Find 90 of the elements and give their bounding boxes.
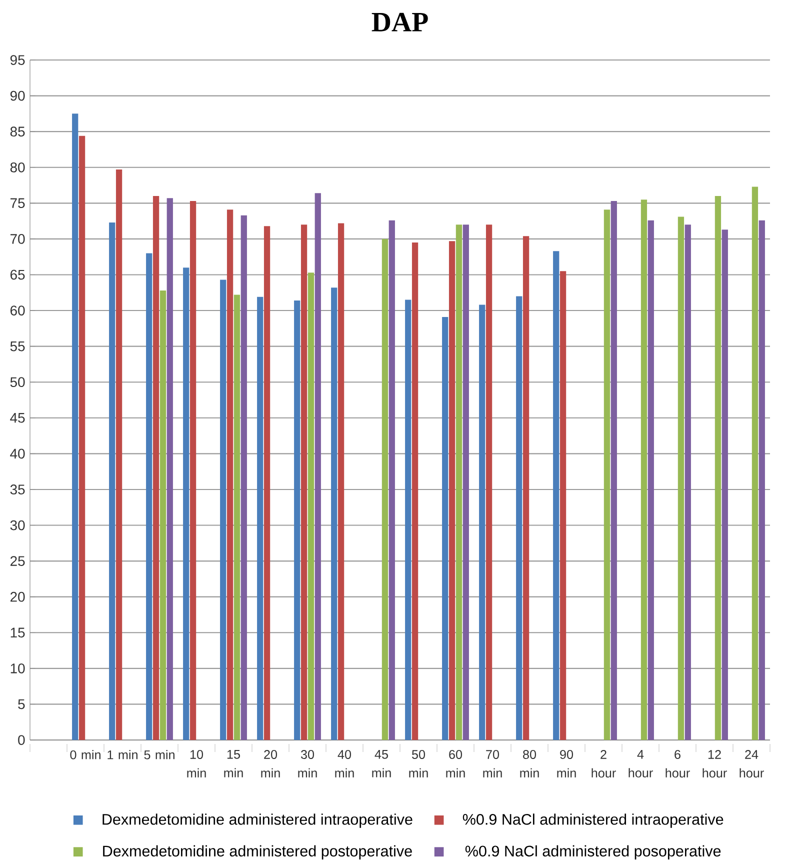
- x-tick-label: 0 min: [70, 750, 100, 760]
- bar: [462, 224, 469, 740]
- legend-label: %0.9 NaCl administered intraoperative: [462, 814, 724, 828]
- y-tick-label: 65: [10, 270, 25, 280]
- bar: [604, 210, 610, 740]
- x-tick-label: 80 min: [520, 750, 539, 778]
- bar: [314, 193, 321, 740]
- legend-label: Dexmedetomidine administered postoperative: [103, 845, 412, 860]
- y-tick-label: 30: [10, 520, 25, 530]
- bar: [684, 224, 691, 740]
- x-tick-label: 90 min: [557, 750, 576, 778]
- y-tick-label: 20: [10, 592, 25, 602]
- y-tick-label: 90: [10, 90, 25, 101]
- y-tick-label: 95: [10, 55, 25, 65]
- bar: [522, 236, 530, 740]
- y-tick-label: 85: [10, 126, 25, 137]
- bar: [160, 290, 166, 740]
- y-tick-label: 35: [10, 484, 25, 494]
- bar: [109, 222, 116, 740]
- bar: [516, 296, 522, 740]
- y-tick-label: 25: [10, 556, 25, 566]
- bar: [78, 136, 86, 740]
- bar: [166, 198, 173, 740]
- y-tick-label: 80: [10, 162, 25, 172]
- bar: [338, 223, 344, 740]
- x-tick-label: 12 hour: [702, 750, 727, 778]
- x-tick-label: 2 hour: [592, 750, 616, 778]
- y-tick-label: 55: [10, 341, 25, 352]
- x-tick-label: 20 min: [261, 750, 280, 778]
- y-tick-label: 10: [10, 663, 25, 674]
- bar: [640, 200, 648, 740]
- bar: [183, 268, 190, 740]
- bar: [752, 186, 758, 740]
- bar: [382, 238, 388, 740]
- chart-title: DAP: [372, 12, 428, 32]
- y-tick-label: 75: [10, 198, 25, 208]
- x-tick-label: 10 min: [187, 750, 206, 778]
- bar: [72, 114, 78, 740]
- bar: [294, 300, 300, 740]
- bar: [412, 242, 418, 740]
- y-tick-label: 15: [10, 628, 25, 638]
- bar: [226, 210, 234, 740]
- bar: [152, 196, 160, 740]
- x-tick-label: 45 min: [372, 750, 391, 778]
- x-tick-label: 70 min: [483, 750, 502, 778]
- bar: [240, 215, 247, 740]
- y-tick-label: 70: [10, 234, 25, 244]
- x-tick-label: 24 hour: [740, 750, 764, 778]
- x-tick-label: 5 min: [144, 750, 174, 760]
- x-tick-label: 30 min: [298, 750, 317, 778]
- bar: [486, 224, 492, 740]
- x-tick-label: 60 min: [446, 750, 465, 778]
- bar: [220, 280, 226, 740]
- y-tick-label: 0: [18, 735, 25, 745]
- bar: [442, 316, 448, 740]
- y-tick-label: 5: [18, 699, 25, 710]
- bar: [388, 220, 395, 740]
- bar: [264, 226, 270, 740]
- y-tick-label: 45: [10, 413, 25, 423]
- x-tick-label: 1 min: [108, 750, 138, 760]
- legend-label: Dexmedetomidine administered intraoperative: [102, 814, 412, 828]
- bar: [405, 300, 412, 740]
- bar: [479, 304, 486, 740]
- y-tick-label: 50: [10, 377, 25, 388]
- bar: [331, 288, 338, 740]
- bar: [190, 201, 196, 740]
- bar: [234, 294, 240, 740]
- x-tick-label: 15 min: [224, 750, 243, 778]
- x-tick-label: 40 min: [335, 750, 354, 778]
- bar: [610, 201, 617, 740]
- bar: [678, 216, 684, 740]
- bar: [300, 224, 308, 740]
- bar: [560, 271, 566, 740]
- bar: [146, 253, 152, 740]
- bar: [648, 220, 654, 740]
- legend-label: %0.9 NaCl administered posoperative: [465, 845, 721, 860]
- bar: [758, 220, 765, 740]
- bar: [257, 296, 264, 740]
- y-tick-label: 40: [10, 448, 25, 459]
- x-tick-label: 50 min: [409, 750, 428, 778]
- y-tick-label: 60: [10, 306, 25, 316]
- bar: [553, 251, 560, 740]
- bar: [714, 196, 722, 740]
- x-tick-label: 4 hour: [628, 750, 653, 778]
- bar: [722, 230, 728, 740]
- bar: [448, 241, 456, 740]
- bar: [456, 224, 462, 740]
- bar: [116, 170, 122, 740]
- bar: [308, 272, 314, 740]
- x-tick-label: 6 hour: [666, 750, 690, 778]
